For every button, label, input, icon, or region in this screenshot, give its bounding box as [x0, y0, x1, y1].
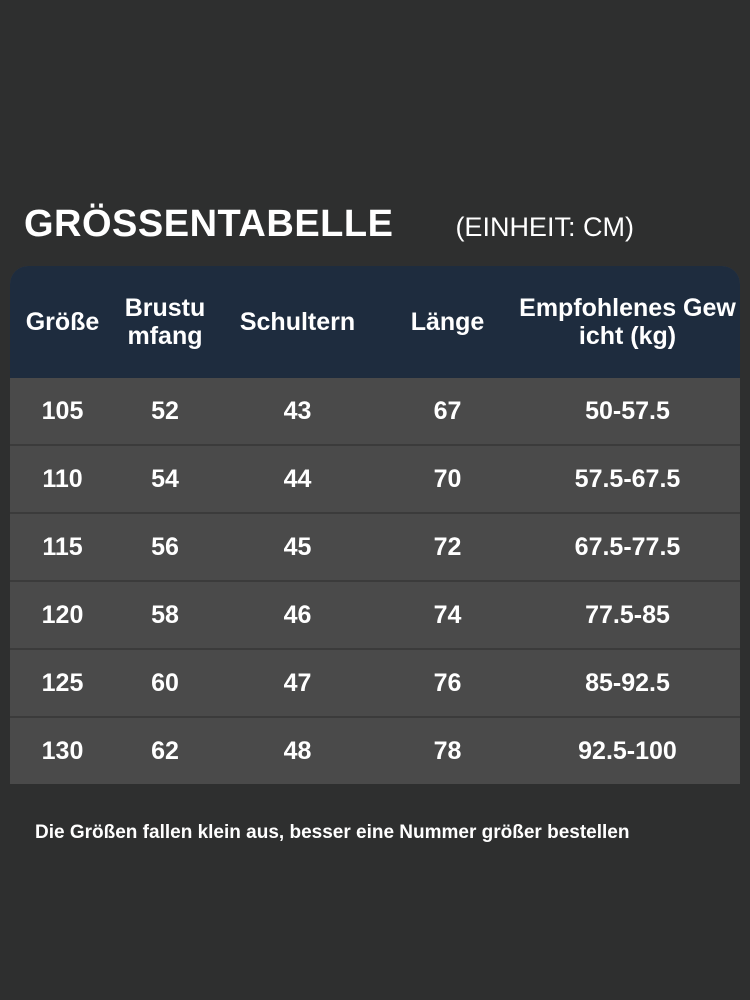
cell-length: 67: [433, 396, 462, 425]
cell-size: 105: [41, 396, 84, 425]
cell-shoulders: 47: [215, 648, 380, 717]
column-header-length: Länge: [410, 308, 485, 336]
column-header-weight: Empfohlenes Gewicht (kg): [519, 294, 736, 350]
table-row: 115 56 45 72 67.5-77.5: [10, 512, 740, 581]
sizing-note: Die Größen fallen klein aus, besser eine…: [35, 822, 630, 843]
column-header-shoulders: Schultern: [239, 308, 356, 336]
cell-length: 70: [380, 444, 515, 513]
cell-weight: 57.5-67.5: [515, 444, 740, 513]
cell-length: 74: [380, 580, 515, 649]
column-header-chest: Brustumfang: [124, 294, 206, 350]
cell-weight: 92.5-100: [515, 716, 740, 784]
cell-size: 125: [10, 648, 115, 717]
cell-length: 78: [380, 716, 515, 784]
cell-shoulders: 45: [215, 512, 380, 581]
cell-size: 120: [10, 580, 115, 649]
size-table-container: Größe Brustumfang Schultern Länge Empfoh…: [10, 266, 740, 784]
cell-weight: 77.5-85: [515, 580, 740, 649]
measurement-unit-label: (EINHEIT: CM): [455, 212, 634, 242]
cell-chest: 52: [151, 396, 179, 425]
table-row: 120 58 46 74 77.5-85: [10, 580, 740, 649]
cell-weight: 85-92.5: [515, 648, 740, 717]
table-body: 105 52 43 67 50-57.5 110 54 44 70 57.5-6…: [10, 378, 740, 784]
table-header-row: Größe Brustumfang Schultern Länge Empfoh…: [10, 266, 740, 378]
page-title: GRÖSSENTABELLE: [24, 203, 394, 245]
cell-length: 72: [380, 512, 515, 581]
cell-chest: 58: [115, 580, 215, 649]
cell-weight: 67.5-77.5: [515, 512, 740, 581]
table-row: 110 54 44 70 57.5-67.5: [10, 444, 740, 513]
cell-chest: 56: [115, 512, 215, 581]
table-row: 105 52 43 67 50-57.5: [10, 378, 740, 445]
chart-title-row: GRÖSSENTABELLE (EINHEIT: CM): [0, 205, 750, 259]
cell-shoulders: 48: [215, 716, 380, 784]
cell-chest: 60: [115, 648, 215, 717]
cell-size: 110: [10, 444, 115, 513]
table-row: 130 62 48 78 92.5-100: [10, 716, 740, 784]
cell-shoulders: 44: [215, 444, 380, 513]
cell-shoulders: 43: [283, 396, 312, 425]
cell-chest: 62: [115, 716, 215, 784]
cell-length: 76: [380, 648, 515, 717]
table-header: Größe Brustumfang Schultern Länge Empfoh…: [10, 266, 740, 378]
cell-size: 130: [10, 716, 115, 784]
table-row: 125 60 47 76 85-92.5: [10, 648, 740, 717]
size-table: Größe Brustumfang Schultern Länge Empfoh…: [10, 266, 740, 784]
cell-shoulders: 46: [215, 580, 380, 649]
column-header-size: Größe: [25, 308, 100, 336]
cell-chest: 54: [115, 444, 215, 513]
cell-size: 115: [10, 512, 115, 581]
cell-weight: 50-57.5: [585, 396, 670, 425]
